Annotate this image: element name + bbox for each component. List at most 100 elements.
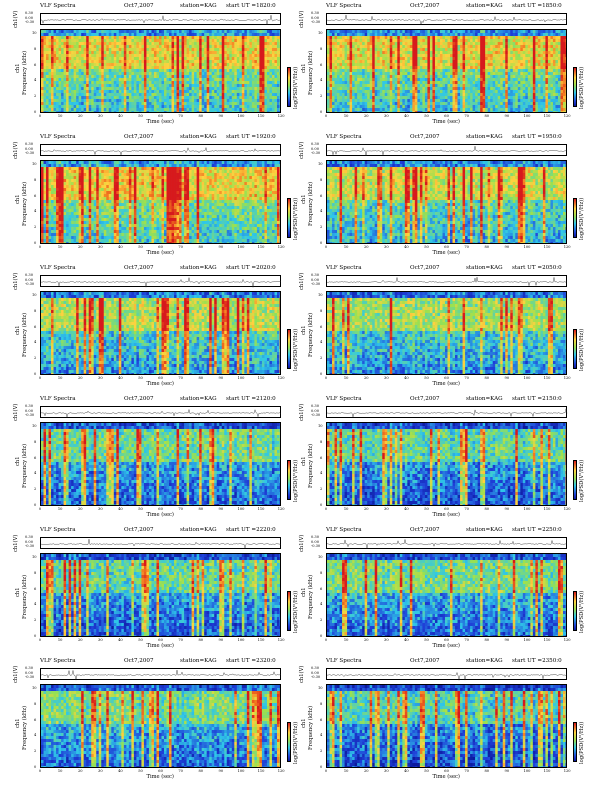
x-tick-label: 40 [404, 769, 409, 774]
x-tick-label: 110 [258, 376, 265, 381]
x-tick-label: 10 [58, 245, 63, 250]
waveform-line [41, 15, 282, 25]
spectrogram-cells [327, 423, 566, 505]
x-tick-label: 120 [564, 769, 571, 774]
y-tick-label: 6 [34, 587, 36, 592]
spectrogram-cells [41, 554, 280, 636]
panel-station: station=KAG [466, 527, 503, 534]
spectrogram-cells [327, 161, 566, 243]
spectrogram-area [40, 160, 281, 244]
trace-tick-label: 0.30 [311, 11, 319, 16]
channel-label: ch1 [15, 718, 21, 728]
panel-date: Oct7,2007 [124, 3, 154, 10]
x-tick-label: 40 [404, 114, 409, 119]
x-axis-label: Time (sec) [147, 774, 174, 780]
panel-start-time: start UT =1920:0 [226, 134, 276, 141]
trace-tick-label: 0.30 [25, 535, 33, 540]
spectrogram-cells [41, 30, 280, 112]
x-tick-label: 60 [158, 245, 163, 250]
trace-tick-label: -0.30 [311, 283, 320, 287]
y-tick-label: 6 [320, 718, 322, 723]
colorbar [573, 460, 577, 500]
panel-start-time: start UT =2350:0 [512, 658, 562, 665]
y-tick-label: 2 [34, 95, 36, 99]
channel-label: ch1 [15, 587, 21, 597]
x-tick-label: 100 [524, 376, 531, 381]
waveform-line [327, 146, 568, 156]
x-tick-label: 30 [384, 769, 389, 774]
x-tick-label: 40 [404, 376, 409, 381]
panel-station: station=KAG [466, 134, 503, 141]
y-tick-label: 8 [320, 47, 322, 52]
trace-tick-label: 0.30 [311, 273, 319, 278]
x-axis-label: Time (sec) [433, 643, 460, 649]
y-tick-label: 10 [318, 293, 323, 298]
x-tick-label: 10 [344, 507, 349, 512]
y-tick-label: 6 [320, 63, 322, 68]
x-tick-label: 70 [464, 638, 469, 643]
x-tick-label: 10 [58, 769, 63, 774]
x-tick-label: 30 [98, 769, 103, 774]
panel-date: Oct7,2007 [410, 3, 440, 10]
x-tick-label: 70 [178, 507, 183, 512]
y-tick-label: 8 [34, 178, 36, 183]
x-tick-label: 10 [58, 507, 63, 512]
y-axis-label: Frequency (kHz) [308, 706, 314, 750]
x-tick-label: 10 [58, 114, 63, 119]
trace-tick-label: 0.00 [25, 16, 33, 21]
panel-date: Oct7,2007 [124, 396, 154, 403]
panel-title: VLF Spectra [40, 658, 76, 665]
x-tick-label: 30 [98, 376, 103, 381]
x-tick-label: 40 [118, 376, 123, 381]
y-tick-label: 4 [34, 603, 36, 607]
trace-tick-label: 0.30 [311, 404, 319, 409]
panel-title: VLF Spectra [326, 265, 362, 272]
x-tick-label: 10 [344, 245, 349, 250]
panel-start-time: start UT =2250:0 [512, 527, 562, 534]
x-tick-label: 120 [278, 507, 285, 512]
spectrogram-panel: VLF Spectra Oct7,2007 station=KAG start UT … [286, 3, 585, 135]
y-tick-label: 6 [34, 194, 36, 199]
x-tick-label: 0 [39, 376, 41, 381]
panel-date: Oct7,2007 [124, 265, 154, 272]
trace-tick-label: 0.00 [25, 409, 33, 414]
y-tick-label: 2 [320, 619, 322, 623]
waveform-line [41, 669, 282, 681]
x-tick-label: 120 [564, 638, 571, 643]
x-tick-label: 110 [258, 245, 265, 250]
waveform-trace [326, 537, 568, 549]
channel-label: ch1 [15, 194, 21, 204]
x-tick-label: 50 [424, 769, 429, 774]
x-tick-label: 0 [39, 769, 41, 774]
waveform-trace [326, 668, 568, 681]
spectrogram-panel: VLF Spectra Oct7,2007 station=KAG start UT … [0, 658, 299, 790]
x-tick-label: 120 [564, 507, 571, 512]
x-tick-label: 100 [524, 638, 531, 643]
spectrogram-panel: VLF Spectra Oct7,2007 station=KAG start UT … [286, 527, 585, 659]
trace-tick-label: 0.00 [311, 671, 319, 676]
waveform-line [41, 146, 282, 156]
x-tick-label: 80 [198, 769, 203, 774]
panel-station: station=KAG [180, 396, 217, 403]
panel-title: VLF Spectra [326, 134, 362, 141]
y-tick-label: 2 [320, 357, 322, 361]
x-tick-label: 120 [564, 114, 571, 119]
waveform-line [327, 408, 568, 418]
colorbar [287, 460, 291, 500]
trace-ylabel: ch1(V) [299, 142, 305, 159]
y-tick-label: 0 [34, 110, 36, 115]
waveform-trace [40, 537, 282, 549]
trace-ylabel: ch1(V) [13, 666, 19, 683]
x-axis-label: Time (sec) [433, 774, 460, 780]
waveform-trace [40, 275, 282, 288]
spectrogram-panel: VLF Spectra Oct7,2007 station=KAG start UT … [0, 3, 299, 135]
colorbar [287, 329, 291, 369]
x-tick-label: 10 [58, 376, 63, 381]
y-tick-label: 6 [34, 718, 36, 723]
x-tick-label: 110 [258, 507, 265, 512]
x-tick-label: 120 [564, 245, 571, 250]
trace-tick-label: 0.00 [311, 278, 319, 283]
y-tick-label: 0 [34, 634, 36, 639]
x-tick-label: 70 [464, 114, 469, 119]
x-tick-label: 100 [238, 114, 245, 119]
